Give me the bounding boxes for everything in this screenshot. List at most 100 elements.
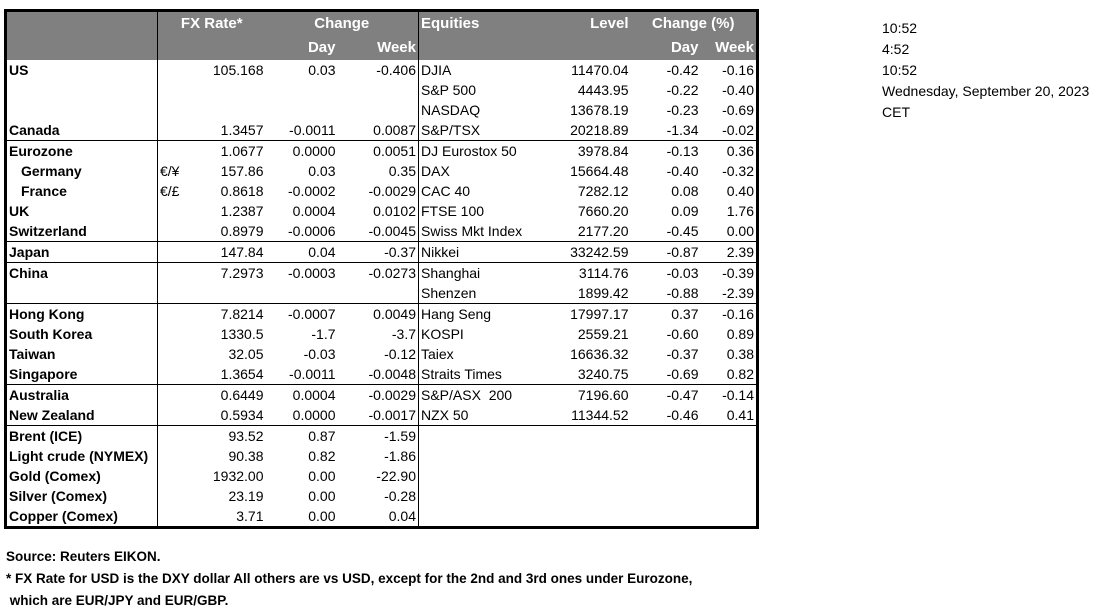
equity-change-day-text: -0.23 bbox=[666, 102, 699, 118]
fx-change-day-text: -0.0007 bbox=[288, 306, 336, 322]
fx-change-day bbox=[265, 283, 338, 304]
fx-change-day-text: 0.00 bbox=[308, 508, 336, 524]
equity-level: 7660.20 bbox=[528, 201, 631, 221]
fx-change-week: -0.0045 bbox=[337, 221, 419, 242]
equity-name: NZX 50 bbox=[418, 405, 528, 426]
row-label-text: Australia bbox=[9, 387, 69, 403]
row-label-text: Singapore bbox=[9, 366, 78, 382]
fx-rate: 105.168 bbox=[157, 60, 266, 80]
table-row: Brent (ICE) 93.52 0.87 -1.59 bbox=[6, 425, 758, 447]
fx-rate-text: 3.71 bbox=[236, 508, 264, 524]
fx-rate: 32.05 bbox=[157, 344, 266, 364]
fx-rate-text: 93.52 bbox=[228, 428, 264, 444]
equity-name: DJ Eurostox 50 bbox=[418, 140, 528, 161]
fx-rate: 1.3654 bbox=[157, 364, 266, 385]
equity-change-week-text: 0.00 bbox=[726, 223, 754, 239]
equity-change-week: 0.89 bbox=[701, 324, 758, 344]
equity-change-week: 0.82 bbox=[700, 364, 758, 385]
equity-change-day: -0.37 bbox=[631, 344, 701, 364]
fx-rate-text: 7.8214 bbox=[220, 306, 264, 322]
fx-change-day: -0.0007 bbox=[266, 304, 338, 325]
fx-change-day: -1.7 bbox=[266, 324, 338, 344]
fx-change-day: 0.04 bbox=[265, 241, 338, 263]
equity-name-text: Swiss Mkt Index bbox=[421, 223, 523, 239]
fx-rate: 0.5934 bbox=[157, 405, 266, 426]
header-change-pct: Change (%) bbox=[630, 10, 758, 36]
row-label bbox=[6, 100, 158, 120]
equity-name-text: NZX 50 bbox=[421, 407, 469, 423]
equity-level: 33242.59 bbox=[527, 241, 631, 263]
equity-change-week: 0.40 bbox=[701, 181, 758, 201]
fx-rate: 1.2387 bbox=[157, 201, 266, 221]
time-1: 10:52 bbox=[882, 20, 918, 36]
equity-name: Shanghai bbox=[418, 262, 528, 283]
fx-change-day-text: 0.0000 bbox=[292, 143, 336, 159]
equity-change-week: -0.16 bbox=[701, 60, 758, 80]
equity-change-week-text: 0.82 bbox=[726, 366, 754, 382]
equity-name: DJIA bbox=[418, 60, 528, 80]
fx-rate-text: 1.3654 bbox=[220, 366, 264, 382]
row-label-text: Japan bbox=[9, 244, 50, 260]
header-eq-day: Day bbox=[630, 36, 701, 60]
equity-level-text: 13678.19 bbox=[570, 102, 629, 118]
fx-change-day: 0.0004 bbox=[266, 385, 338, 406]
fx-change-week-text: -0.28 bbox=[384, 488, 416, 504]
fx-change-week-text: -1.59 bbox=[384, 428, 416, 444]
row-label-text: Taiwan bbox=[9, 346, 56, 362]
equity-change-day-text: -0.60 bbox=[666, 326, 699, 342]
row-label: Australia bbox=[6, 385, 158, 406]
fx-change-week: 0.04 bbox=[338, 506, 419, 528]
equity-change-day: -0.22 bbox=[631, 80, 701, 100]
equity-change-week: 0.38 bbox=[701, 344, 758, 364]
equity-change-day-text: -0.87 bbox=[666, 244, 699, 260]
fx-rate-text: 157.86 bbox=[220, 163, 264, 179]
fx-change-week: -1.59 bbox=[338, 426, 419, 447]
fx-change-week-text: -22.90 bbox=[376, 468, 416, 484]
equity-level: 3978.84 bbox=[528, 141, 631, 162]
time-2: 4:52 bbox=[882, 41, 910, 57]
table-row: Singapore 1.3654 -0.0011 -0.0048 Straits Tim… bbox=[5, 364, 758, 385]
fx-change-week: 0.0051 bbox=[338, 141, 419, 162]
equity-change-week: -0.39 bbox=[701, 263, 758, 284]
equity-change-week-text: 0.89 bbox=[726, 326, 754, 342]
fx-change-week-text: 0.35 bbox=[388, 163, 416, 179]
equity-level-text: 4443.95 bbox=[577, 82, 629, 98]
header-day: Day bbox=[265, 36, 338, 60]
equity-change-week-text: -2.39 bbox=[722, 285, 754, 301]
equity-name: Shenzen bbox=[418, 283, 528, 304]
table-row: UK 1.2387 0.0004 0.0102 FTSE 100 7660.20 0.09 1… bbox=[6, 201, 758, 221]
equity-level: 11470.04 bbox=[528, 60, 631, 80]
fx-rate: 7.8214 bbox=[157, 303, 266, 324]
fx-change-week: -1.86 bbox=[338, 446, 419, 466]
equity-name bbox=[418, 466, 528, 486]
fx-change-day: 0.00 bbox=[266, 506, 338, 528]
equity-name bbox=[418, 425, 528, 446]
table-row: France €/£ 0.8618 -0.0002 -0.0029 CAC 40 7282.… bbox=[6, 181, 758, 201]
equity-level-text: 3240.75 bbox=[577, 366, 629, 382]
fx-change-day-text: -0.0002 bbox=[288, 183, 336, 199]
equity-change-day-text: -1.34 bbox=[666, 122, 699, 138]
equity-change-week-text: 2.39 bbox=[726, 244, 754, 260]
row-label: Eurozone bbox=[6, 141, 158, 162]
row-label-text: New Zealand bbox=[9, 407, 95, 423]
fx-rate bbox=[157, 283, 266, 304]
table-row: US 105.168 0.03 -0.406 DJIA 11470.04 -0.42 -0.1… bbox=[6, 60, 758, 80]
row-label: Hong Kong bbox=[6, 304, 158, 325]
equity-level-text: 7196.60 bbox=[577, 387, 629, 403]
equity-level-text: 11470.04 bbox=[571, 62, 629, 78]
equity-level-text: 3114.76 bbox=[578, 265, 629, 281]
equity-change-day-text: -0.37 bbox=[666, 346, 699, 362]
equity-change-day: -0.40 bbox=[631, 161, 701, 181]
fx-change-week-text: 0.04 bbox=[388, 508, 416, 524]
equity-level-text: 20218.89 bbox=[570, 122, 629, 138]
fx-change-week bbox=[338, 80, 419, 100]
row-label: UK bbox=[6, 201, 158, 221]
equity-change-week bbox=[701, 426, 758, 447]
equity-change-day: 0.09 bbox=[631, 201, 701, 221]
fx-change-day-text: 0.0000 bbox=[292, 407, 336, 423]
equity-change-day-text: -0.88 bbox=[666, 285, 699, 301]
table-row: Silver (Comex) 23.19 0.00 -0.28 bbox=[6, 486, 758, 506]
fx-rate-text: 1330.5 bbox=[220, 326, 264, 342]
row-label-text: UK bbox=[9, 203, 30, 219]
fx-change-day-text: 0.82 bbox=[308, 448, 336, 464]
